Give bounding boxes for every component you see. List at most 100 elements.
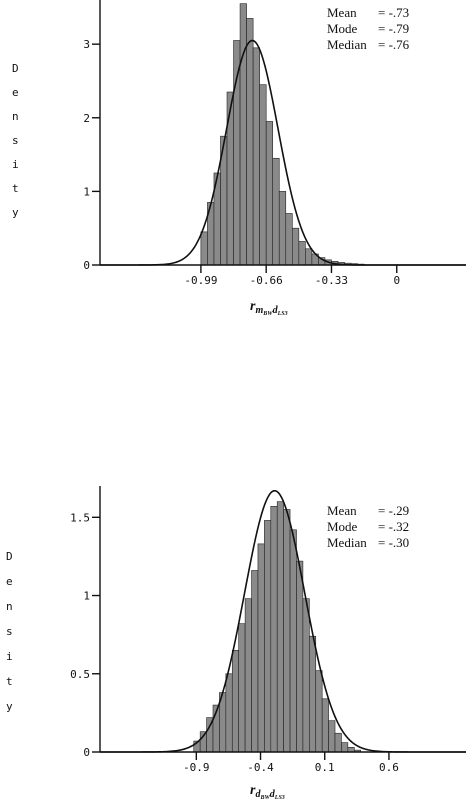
- x-tick-label-bottom-1: -0.4: [247, 761, 274, 774]
- histogram-bars-top: [200, 3, 365, 266]
- histogram-bar-bottom-10: [257, 543, 265, 753]
- histogram-bar-top-0: [200, 231, 208, 266]
- histogram-bar-top-7: [246, 18, 254, 266]
- x-tick-label-bottom-3: 0.6: [379, 761, 399, 774]
- histogram-bar-bottom-19: [315, 670, 323, 753]
- histogram-bar-bottom-7: [238, 623, 246, 753]
- histogram-bar-top-14: [291, 227, 300, 266]
- y-axis-label-char-top-6: y: [12, 206, 19, 219]
- histogram-bar-bottom-15: [289, 529, 297, 753]
- histogram-bar-bottom-13: [276, 501, 284, 753]
- stats-box-bottom: Mean = -.29 Mode = -.32 Median = -.30: [327, 503, 409, 550]
- stat-value-top-2: = -.76: [378, 37, 410, 52]
- x-tick-label-top-0: -0.99: [184, 274, 217, 287]
- y-tick-label-bottom-3: 1.5: [70, 511, 90, 524]
- histogram-bar-bottom-12: [270, 506, 278, 753]
- histogram-bar-bottom-6: [231, 649, 239, 753]
- y-tick-label-bottom-1: 0.5: [70, 668, 90, 681]
- x-tick-label-top-1: -0.66: [250, 274, 283, 287]
- y-axis-label-char-bottom-5: t: [6, 675, 13, 688]
- y-ticks-top: 0 1 2 3: [83, 38, 100, 272]
- y-axis-label-char-top-1: e: [12, 86, 19, 99]
- stat-label-top-2: Median: [327, 37, 367, 52]
- histogram-bar-bottom-23: [341, 742, 349, 753]
- x-label-sub1-top: m: [255, 305, 263, 316]
- x-label-sub2sub-bottom: LS3: [274, 795, 285, 799]
- stat-label-top-1: Mode: [327, 21, 358, 36]
- histogram-bar-bottom-17: [302, 598, 310, 753]
- x-label-main-bottom: r: [250, 783, 256, 798]
- y-tick-label-bottom-0: 0: [83, 746, 90, 759]
- y-axis-label-char-top-5: t: [12, 182, 19, 195]
- histogram-bar-bottom-14: [283, 509, 291, 753]
- x-tick-label-top-2: -0.33: [315, 274, 348, 287]
- y-axis-label-char-bottom-2: n: [6, 600, 13, 613]
- histogram-bar-bottom-11: [264, 520, 272, 753]
- histogram-bar-bottom-24: [347, 747, 355, 753]
- y-tick-label-bottom-2: 1: [83, 590, 90, 603]
- x-label-main-top: r: [250, 299, 256, 314]
- y-tick-label-top-0: 0: [83, 259, 90, 272]
- stat-value-top-1: = -.79: [378, 21, 409, 36]
- y-axis-label-char-bottom-1: e: [6, 575, 13, 588]
- y-ticks-bottom: 0 0.5 1 1.5: [70, 511, 100, 759]
- histogram-bar-top-15: [298, 241, 306, 266]
- x-tick-label-bottom-0: -0.9: [183, 761, 210, 774]
- histogram-bar-bottom-8: [244, 598, 252, 753]
- histogram-bar-bottom-18: [309, 635, 317, 753]
- y-axis-label-char-top-3: s: [12, 134, 19, 147]
- y-axis-label-char-top-2: n: [12, 110, 19, 123]
- stat-label-bottom-2: Median: [327, 535, 367, 550]
- histogram-bars-bottom: [193, 501, 361, 753]
- y-axis-label-char-bottom-0: D: [6, 550, 13, 563]
- histogram-bar-top-6: [239, 3, 247, 266]
- x-label-sub2sub-top: LS3: [277, 311, 288, 317]
- x-label-sub1sub-bottom: BW: [259, 795, 270, 799]
- y-axis-label-char-top-0: D: [12, 62, 19, 75]
- histogram-bar-top-9: [259, 84, 267, 266]
- y-tick-label-top-1: 1: [83, 185, 90, 198]
- x-axis-label-top: rmBWdLS3: [250, 299, 288, 317]
- histogram-bar-top-8: [252, 47, 260, 266]
- y-axis-label-char-bottom-4: i: [6, 650, 13, 663]
- histogram-bar-bottom-16: [296, 560, 304, 753]
- stat-value-bottom-1: = -.32: [378, 519, 409, 534]
- stat-value-bottom-0: = -.29: [378, 503, 409, 518]
- x-label-sub2-top: d: [273, 305, 279, 316]
- x-tick-label-top-3: 0: [393, 274, 400, 287]
- x-label-sub1-bottom: d: [255, 789, 261, 799]
- y-tick-label-top-3: 3: [83, 38, 90, 51]
- y-axis-label-char-bottom-3: s: [6, 625, 13, 638]
- x-ticks-top: -0.99 -0.66 -0.33 0: [184, 265, 400, 287]
- x-label-sub2-bottom: d: [270, 789, 276, 799]
- histogram-bar-bottom-20: [321, 698, 329, 753]
- stat-label-bottom-0: Mean: [327, 503, 357, 518]
- histogram-bar-top-16: [305, 248, 313, 266]
- histogram-bar-top-10: [265, 121, 274, 266]
- x-label-sub1sub-top: BW: [262, 311, 273, 317]
- x-tick-label-bottom-2: 0.1: [315, 761, 335, 774]
- stat-label-bottom-1: Mode: [327, 519, 358, 534]
- histogram-bar-bottom-5: [225, 673, 233, 753]
- stats-box-top: Mean = -.73 Mode = -.79 Median = -.76: [327, 5, 410, 52]
- histogram-bar-top-12: [278, 191, 287, 266]
- histogram-bar-top-11: [272, 157, 280, 266]
- y-tick-label-top-2: 2: [83, 112, 90, 125]
- y-axis-label-char-bottom-6: y: [6, 700, 13, 713]
- histogram-bar-bottom-22: [334, 732, 342, 753]
- histogram-bar-bottom-21: [328, 720, 336, 753]
- stat-label-top-0: Mean: [327, 5, 357, 20]
- x-axis-label-bottom: rdBWdLS3: [250, 783, 285, 799]
- histogram-bar-top-5: [233, 40, 241, 266]
- histogram-bar-top-13: [285, 213, 293, 266]
- stat-value-bottom-2: = -.30: [378, 535, 409, 550]
- histogram-bar-bottom-9: [251, 570, 259, 753]
- y-axis-label-char-top-4: i: [12, 158, 19, 171]
- x-ticks-bottom: -0.9 -0.4 0.1 0.6: [183, 752, 399, 774]
- stat-value-top-0: = -.73: [378, 5, 409, 20]
